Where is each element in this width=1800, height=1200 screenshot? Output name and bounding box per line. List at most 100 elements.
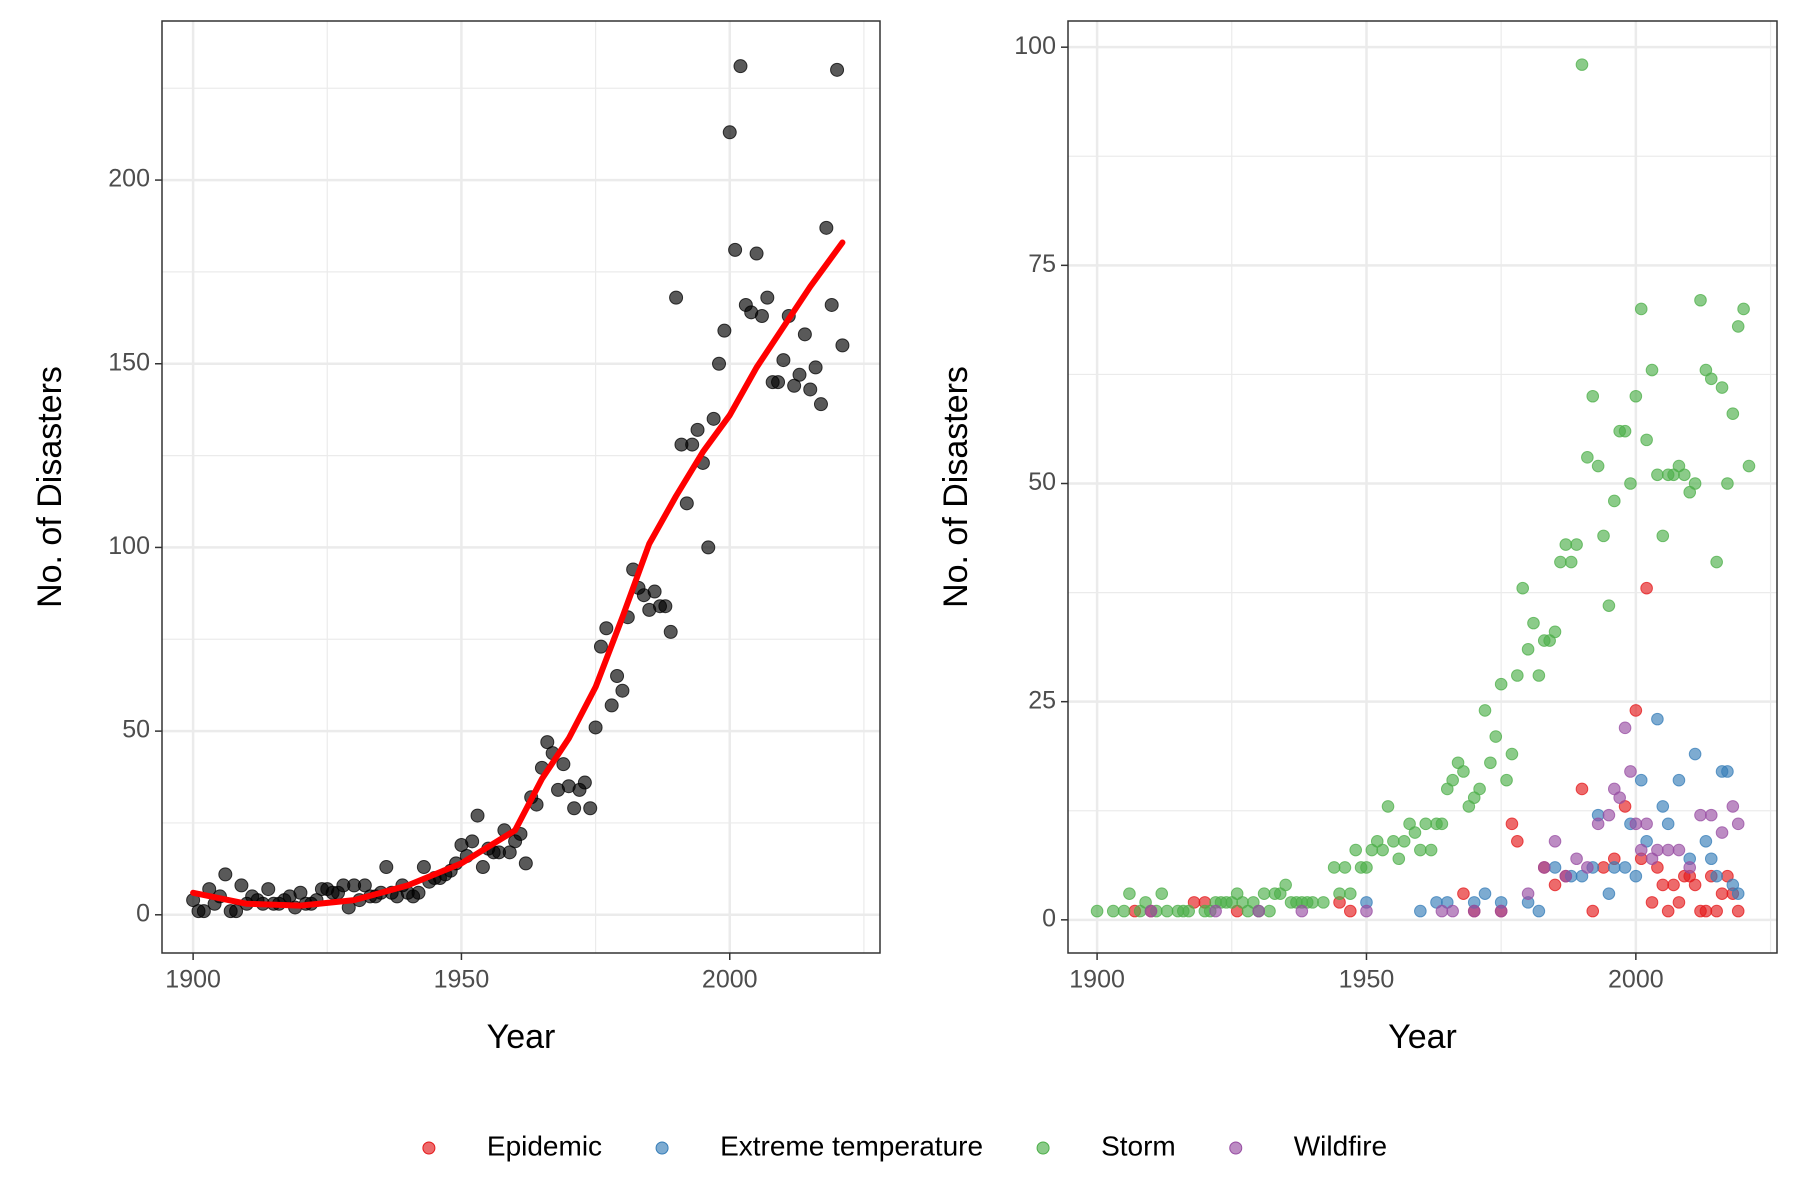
point <box>1694 293 1707 307</box>
x-axis-title: Year <box>487 1018 556 1056</box>
point <box>1704 852 1718 866</box>
point <box>1731 817 1745 831</box>
point <box>1634 843 1648 857</box>
point <box>1349 843 1362 857</box>
point <box>1699 834 1713 848</box>
point <box>679 496 694 511</box>
point <box>1516 581 1530 595</box>
point <box>1511 669 1524 682</box>
point <box>1715 381 1729 394</box>
point <box>1537 861 1551 874</box>
point <box>792 367 807 382</box>
point <box>1597 529 1610 543</box>
point <box>1295 904 1309 918</box>
point <box>733 59 748 74</box>
point <box>1527 616 1540 630</box>
point <box>1387 834 1400 848</box>
x-tick-label: 2000 <box>702 966 758 994</box>
point <box>1640 433 1653 447</box>
point <box>1263 904 1276 918</box>
legend: Epidemic Extreme temperature Storm Wildfire <box>422 1130 1387 1161</box>
point <box>1629 869 1643 883</box>
point <box>1651 468 1664 482</box>
point <box>1317 896 1330 909</box>
x-tick-label: 1900 <box>165 966 221 994</box>
legend-marker <box>1036 1141 1050 1155</box>
point <box>1564 555 1578 569</box>
legend-marker <box>1229 1141 1243 1155</box>
point <box>379 860 394 875</box>
point <box>599 621 614 636</box>
point <box>1575 58 1589 71</box>
point <box>1731 887 1745 900</box>
point <box>1392 852 1406 866</box>
point <box>787 378 802 393</box>
point <box>1624 477 1637 490</box>
point <box>1344 904 1357 918</box>
point <box>1338 861 1352 874</box>
point <box>1704 808 1718 822</box>
point <box>1333 887 1346 900</box>
point <box>1575 782 1589 796</box>
point <box>1602 599 1616 612</box>
point <box>1618 424 1632 438</box>
point <box>1397 834 1411 848</box>
legend-label: Storm <box>1101 1130 1176 1161</box>
point <box>1414 904 1427 918</box>
point <box>1559 538 1573 551</box>
point <box>1408 826 1422 839</box>
point <box>813 397 828 412</box>
point <box>475 860 490 875</box>
x-axis-title: Year <box>1388 1018 1457 1056</box>
point <box>1106 904 1120 918</box>
point <box>1414 843 1427 857</box>
panel: 0 50 100 150 200 1900 1950 2000 Year No. of Disas… <box>31 20 881 1056</box>
point <box>470 808 485 823</box>
point <box>1467 904 1481 918</box>
point <box>690 422 705 437</box>
legend-label: Extreme temperature <box>720 1130 983 1161</box>
point <box>1586 904 1600 918</box>
point <box>604 698 619 713</box>
point <box>1629 704 1643 717</box>
point <box>1306 896 1319 909</box>
point <box>357 878 372 893</box>
point <box>1688 477 1702 490</box>
point <box>1446 773 1459 787</box>
point <box>1182 904 1195 918</box>
point <box>1424 843 1438 857</box>
point <box>830 62 845 77</box>
point <box>1548 834 1562 848</box>
point <box>1710 869 1723 883</box>
point <box>722 125 737 140</box>
point <box>1494 904 1508 918</box>
point <box>1435 904 1449 918</box>
point <box>1489 730 1503 743</box>
y-tick-label: 50 <box>1028 468 1056 496</box>
point <box>1640 817 1653 831</box>
point <box>1505 747 1519 761</box>
point <box>717 323 732 338</box>
point <box>1710 904 1723 918</box>
point <box>615 683 630 698</box>
point <box>1155 887 1169 900</box>
point <box>593 639 608 654</box>
point <box>1699 904 1713 918</box>
point <box>1645 896 1659 909</box>
x-tick-label: 1950 <box>1339 966 1395 994</box>
point <box>701 540 716 555</box>
y-tick-label: 0 <box>136 899 150 927</box>
point <box>1629 817 1643 831</box>
point <box>218 867 233 882</box>
point <box>1651 712 1664 726</box>
point <box>1505 817 1519 831</box>
point <box>1683 861 1697 874</box>
point <box>1548 625 1562 639</box>
point <box>1559 869 1573 883</box>
point <box>1688 878 1702 892</box>
point <box>706 411 721 426</box>
point <box>1209 904 1222 918</box>
point <box>567 801 582 816</box>
point <box>1726 407 1740 420</box>
